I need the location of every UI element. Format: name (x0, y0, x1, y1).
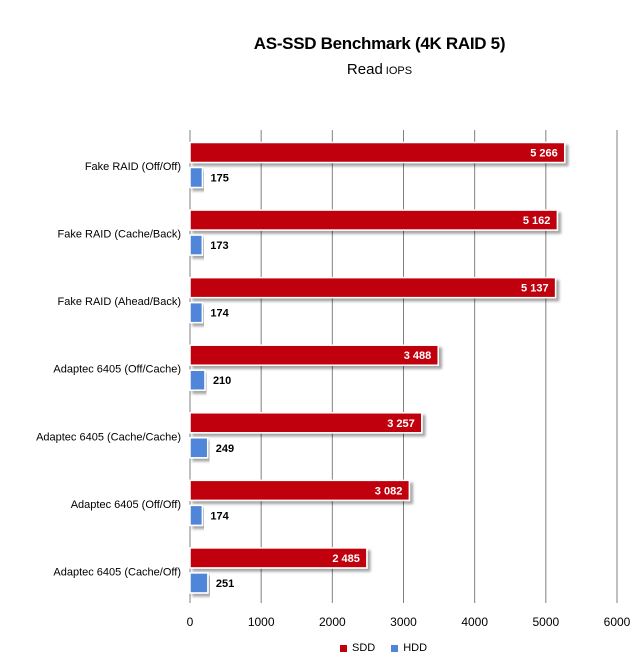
x-tick-label-3000: 3000 (390, 615, 417, 629)
hdd-bar-2 (189, 301, 204, 324)
category-label-3: Adaptec 6405 (Off/Cache) (53, 364, 181, 376)
hdd-bar-6 (189, 572, 209, 594)
x-tick-label-1000: 1000 (248, 615, 275, 629)
chart-title: AS-SSD Benchmark (4K RAID 5) (253, 34, 506, 53)
x-tick-label-6000: 6000 (604, 615, 631, 629)
sdd-value-label-2: 5 137 (521, 283, 549, 295)
sdd-value-label-0: 5 266 (530, 148, 558, 160)
sdd-bar-4 (189, 412, 423, 434)
x-tick-label-5000: 5000 (532, 615, 559, 629)
hdd-value-label-6: 251 (216, 578, 234, 590)
sdd-bar-0 (189, 141, 566, 164)
hdd-bar-3 (189, 369, 206, 391)
legend-swatch-hdd (391, 644, 399, 652)
category-label-5: Adaptec 6405 (Off/Off) (71, 499, 181, 511)
hdd-value-label-3: 210 (213, 375, 231, 387)
legend-label-sdd: SDD (352, 642, 376, 654)
gridlines (189, 130, 618, 603)
x-tick-label-4000: 4000 (461, 615, 488, 629)
category-label-2: Fake RAID (Ahead/Back) (58, 296, 182, 308)
sdd-bar-6 (189, 547, 368, 569)
hdd-value-label-0: 175 (210, 173, 228, 185)
x-tick-label-2000: 2000 (319, 615, 346, 629)
category-label-4: Adaptec 6405 (Cache/Cache) (36, 431, 181, 443)
hdd-bar-1 (189, 234, 204, 256)
legend-label-hdd: HDD (403, 642, 428, 654)
hdd-bar-4 (189, 437, 209, 459)
hdd-value-label-5: 174 (210, 510, 229, 522)
hdd-value-label-4: 249 (216, 443, 234, 455)
sdd-value-label-4: 3 257 (387, 418, 415, 430)
sdd-bar-5 (189, 479, 411, 502)
sdd-value-label-6: 2 485 (332, 553, 360, 565)
legend-item-hdd: HDD (391, 642, 427, 654)
legend-item-sdd: SDD (340, 642, 375, 654)
hdd-bar-0 (189, 166, 204, 189)
sdd-value-label-5: 3 082 (375, 485, 403, 497)
bars (189, 141, 566, 594)
subtitle-read: Read (346, 61, 383, 78)
category-label-0: Fake RAID (Off/Off) (85, 161, 181, 173)
category-label-1: Fake RAID (Cache/Back) (58, 229, 181, 241)
x-tick-label-0: 0 (187, 615, 194, 629)
legend: SDD HDD (340, 642, 427, 654)
hdd-bar-5 (189, 504, 204, 527)
sdd-bar-3 (189, 344, 439, 366)
chart-subtitle: Read IOPS (190, 61, 569, 78)
sdd-value-label-1: 5 162 (523, 215, 551, 227)
subtitle-unit: IOPS (385, 65, 413, 77)
sdd-bar-2 (189, 276, 557, 299)
sdd-value-label-3: 3 488 (404, 350, 432, 362)
hdd-value-label-2: 174 (210, 308, 229, 320)
labels: 0 1000 2000 3000 4000 5000 6000 Fake RAID (Off/… (36, 148, 631, 630)
category-label-6: Adaptec 6405 (Cache/Off) (53, 566, 181, 578)
sdd-bar-1 (189, 209, 559, 231)
hdd-value-label-1: 173 (210, 240, 228, 252)
legend-swatch-sdd (340, 644, 347, 652)
